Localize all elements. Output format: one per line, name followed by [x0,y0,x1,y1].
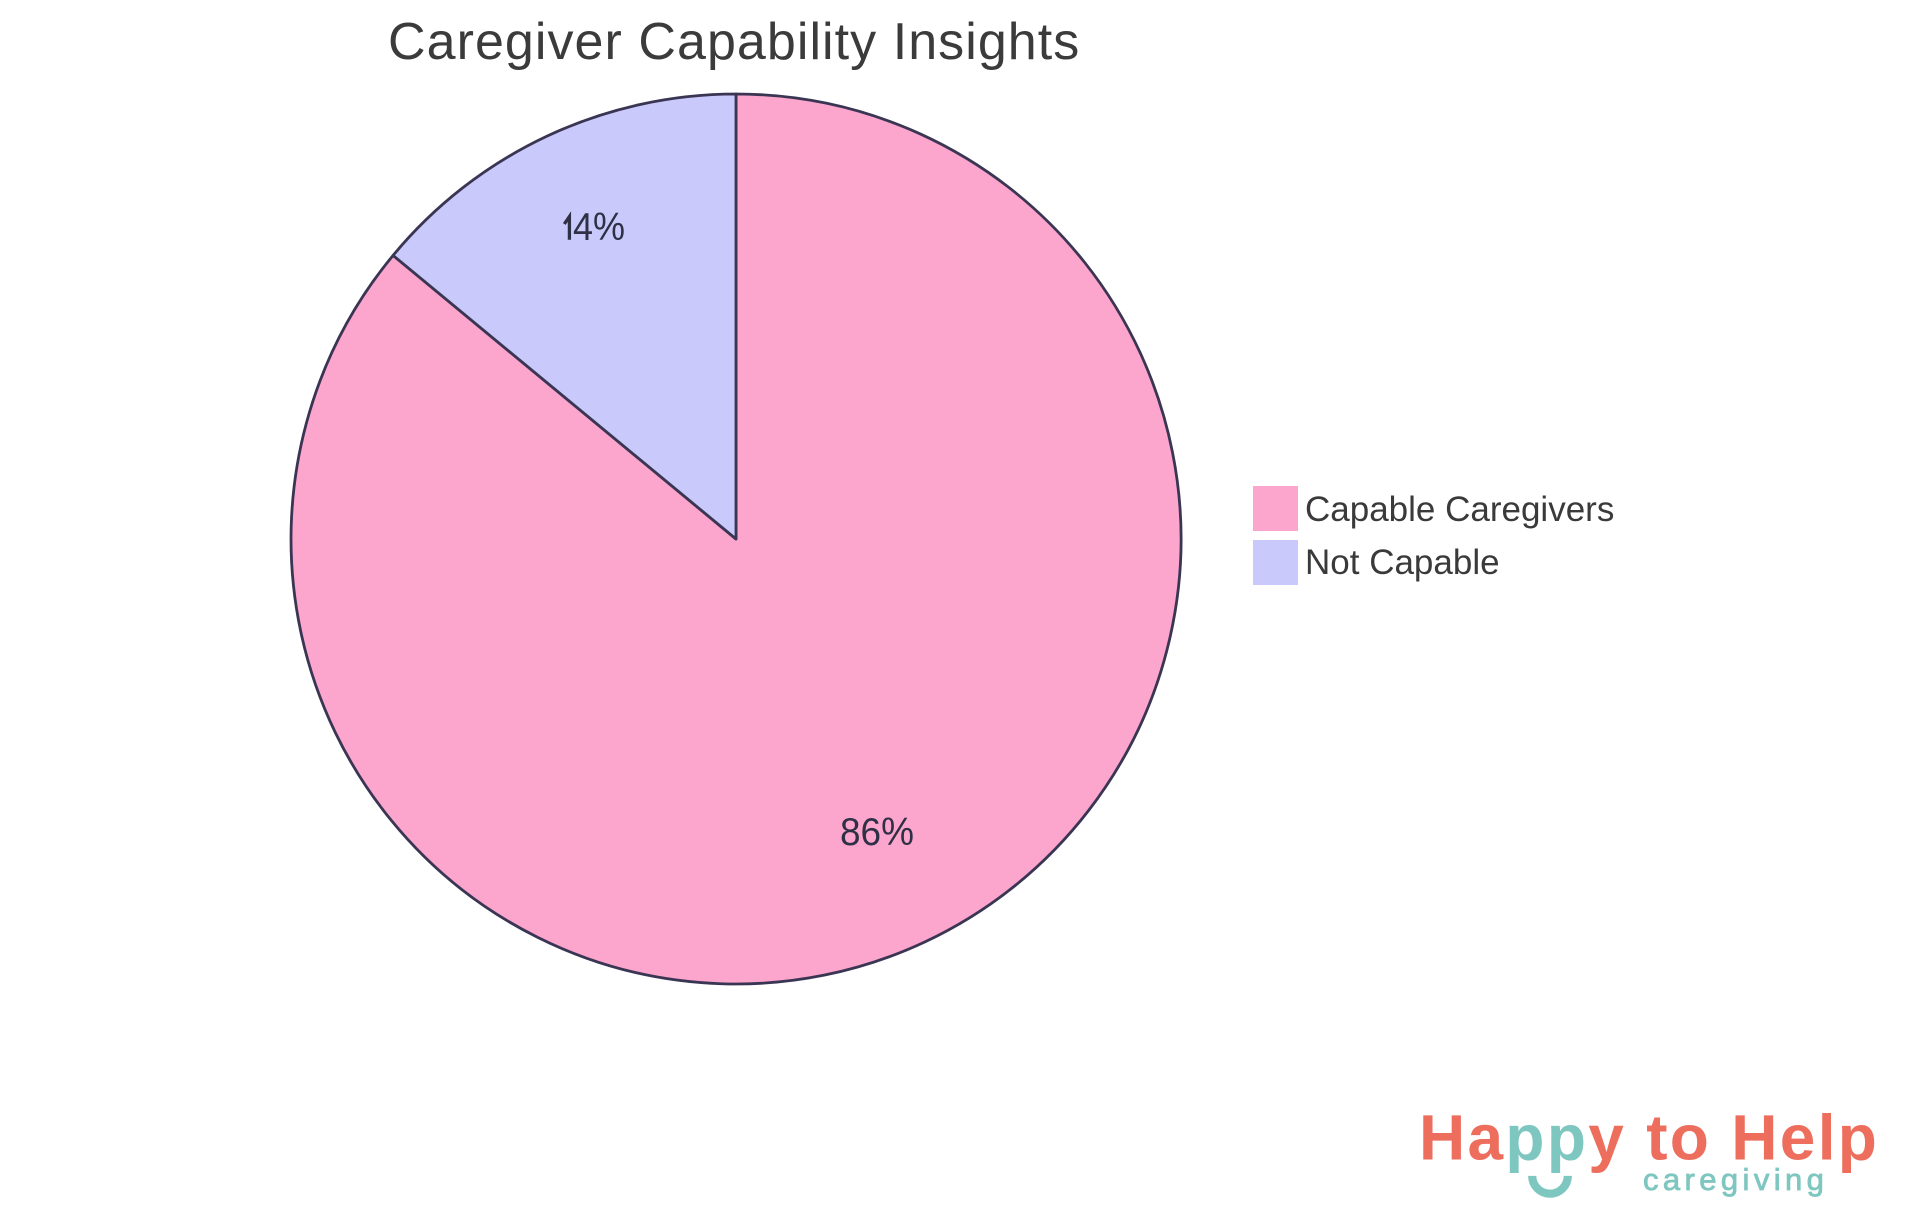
svg-text:caregiving: caregiving [1643,1162,1828,1197]
svg-text:4%: 4% [573,206,625,249]
svg-text:Not Capable: Not Capable [1305,543,1500,582]
svg-text:Caregiver Capability Insights: Caregiver Capability Insights [388,13,1080,71]
svg-text:Capable Caregivers: Capable Caregivers [1305,490,1614,529]
svg-text:86%: 86% [840,811,914,854]
svg-text:Happy to Help: Happy to Help [1419,1102,1879,1174]
